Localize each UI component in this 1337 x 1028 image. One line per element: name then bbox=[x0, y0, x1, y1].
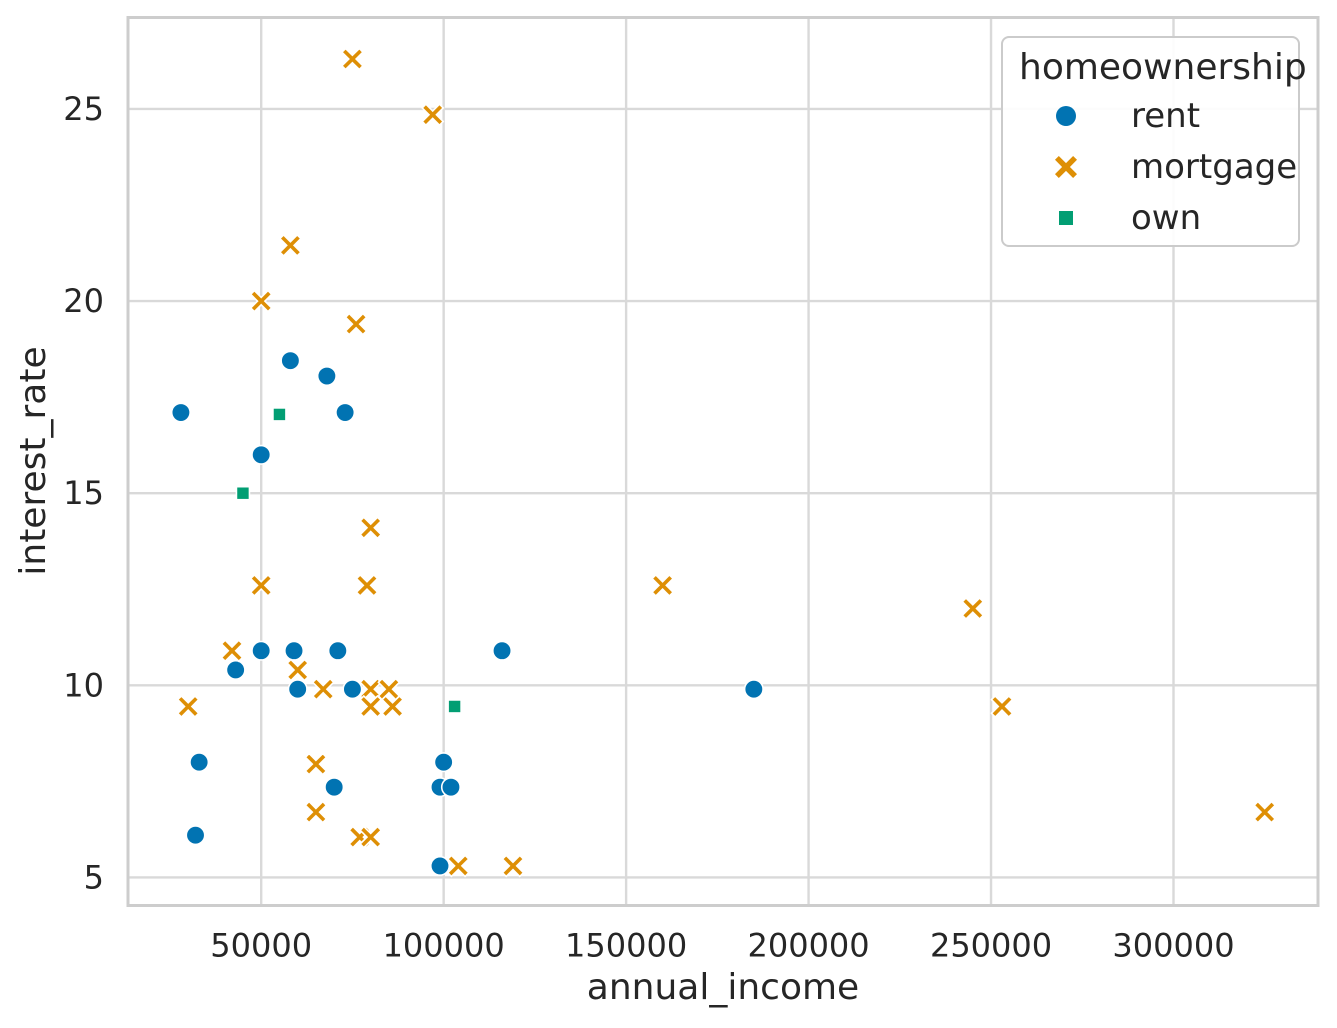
data-point-marker bbox=[1253, 800, 1277, 824]
data-point-marker bbox=[377, 677, 401, 701]
data-point-marker bbox=[421, 103, 445, 127]
data-point-marker bbox=[344, 312, 368, 336]
mortgage-marker-glyph bbox=[1055, 155, 1077, 178]
x-tick-label: 100000 bbox=[383, 927, 505, 965]
data-point-marker bbox=[324, 777, 345, 798]
data-point-marker bbox=[283, 640, 305, 661]
rent-circle-icon bbox=[1043, 93, 1089, 139]
x-tick-label: 50000 bbox=[210, 927, 312, 965]
data-point-marker bbox=[304, 752, 328, 776]
tick-labels: 50000 100000 150000 200000 250000 300000 5 10 15… bbox=[63, 90, 1234, 965]
y-tick-label: 25 bbox=[63, 90, 104, 128]
y-tick-label: 15 bbox=[63, 474, 104, 512]
data-point-marker bbox=[650, 573, 675, 598]
y-tick-label: 20 bbox=[63, 282, 104, 320]
data-point-marker bbox=[170, 402, 191, 423]
data-point-marker bbox=[433, 752, 454, 773]
legend: homeownership rent mortgage own bbox=[1001, 36, 1307, 247]
data-point-marker bbox=[446, 854, 470, 878]
legend-title: homeownership bbox=[1019, 47, 1307, 88]
series-rent bbox=[170, 350, 764, 876]
data-point-marker bbox=[447, 699, 462, 714]
data-point-marker bbox=[251, 444, 272, 465]
data-point-marker bbox=[380, 694, 405, 719]
legend-item-rent: rent bbox=[1043, 90, 1298, 141]
data-point-marker bbox=[359, 825, 383, 849]
data-point-marker bbox=[249, 573, 273, 598]
data-point-marker bbox=[342, 679, 363, 700]
plot-border bbox=[126, 16, 1320, 907]
own-square-icon bbox=[1043, 195, 1089, 241]
x-tick-label: 250000 bbox=[930, 927, 1052, 965]
data-point-marker bbox=[316, 365, 337, 387]
data-point-marker bbox=[220, 639, 244, 663]
series-mortgage bbox=[176, 47, 1277, 878]
y-axis-title: interest_rate bbox=[13, 346, 54, 576]
data-point-marker bbox=[492, 640, 513, 661]
legend-item-own: own bbox=[1043, 192, 1298, 243]
legend-label: mortgage bbox=[1131, 146, 1298, 187]
data-point-marker bbox=[990, 694, 1014, 719]
data-point-marker bbox=[359, 694, 383, 719]
legend-item-mortgage: mortgage bbox=[1043, 141, 1298, 192]
data-point-marker bbox=[286, 658, 310, 682]
data-point-marker bbox=[235, 485, 251, 501]
data-point-marker bbox=[249, 289, 273, 313]
data-point-marker bbox=[185, 825, 206, 846]
data-point-marker bbox=[340, 47, 365, 71]
x-tick-label: 300000 bbox=[1112, 927, 1234, 965]
data-point-marker bbox=[278, 233, 303, 258]
y-tick-label: 5 bbox=[84, 858, 104, 896]
rent-marker-glyph bbox=[1056, 105, 1076, 126]
data-point-marker bbox=[280, 350, 301, 371]
own-marker-glyph bbox=[1059, 210, 1073, 225]
data-point-marker bbox=[304, 800, 328, 824]
data-point-marker bbox=[225, 659, 246, 680]
data-point-marker bbox=[440, 777, 461, 798]
data-point-marker bbox=[189, 752, 210, 773]
legend-label: own bbox=[1131, 197, 1202, 238]
data-point-marker bbox=[743, 679, 764, 700]
data-point-marker bbox=[251, 640, 272, 661]
x-tick-label: 150000 bbox=[565, 927, 687, 965]
mortgage-x-icon bbox=[1043, 144, 1089, 190]
data-point-marker bbox=[272, 407, 287, 422]
y-tick-label: 10 bbox=[63, 666, 104, 704]
data-point-marker bbox=[355, 573, 379, 598]
data-point-marker bbox=[429, 855, 451, 876]
data-point-marker bbox=[176, 694, 200, 719]
data-point-marker bbox=[961, 596, 985, 621]
data-point-marker bbox=[501, 854, 525, 878]
data-point-marker bbox=[287, 679, 308, 700]
x-tick-label: 200000 bbox=[747, 927, 869, 965]
data-point-marker bbox=[311, 677, 335, 701]
x-axis-title: annual_income bbox=[586, 967, 860, 1008]
legend-label: rent bbox=[1131, 95, 1201, 136]
data-point-marker bbox=[335, 402, 356, 423]
data-point-marker bbox=[359, 516, 383, 540]
series-own bbox=[235, 407, 462, 714]
data-point-marker bbox=[327, 640, 348, 661]
